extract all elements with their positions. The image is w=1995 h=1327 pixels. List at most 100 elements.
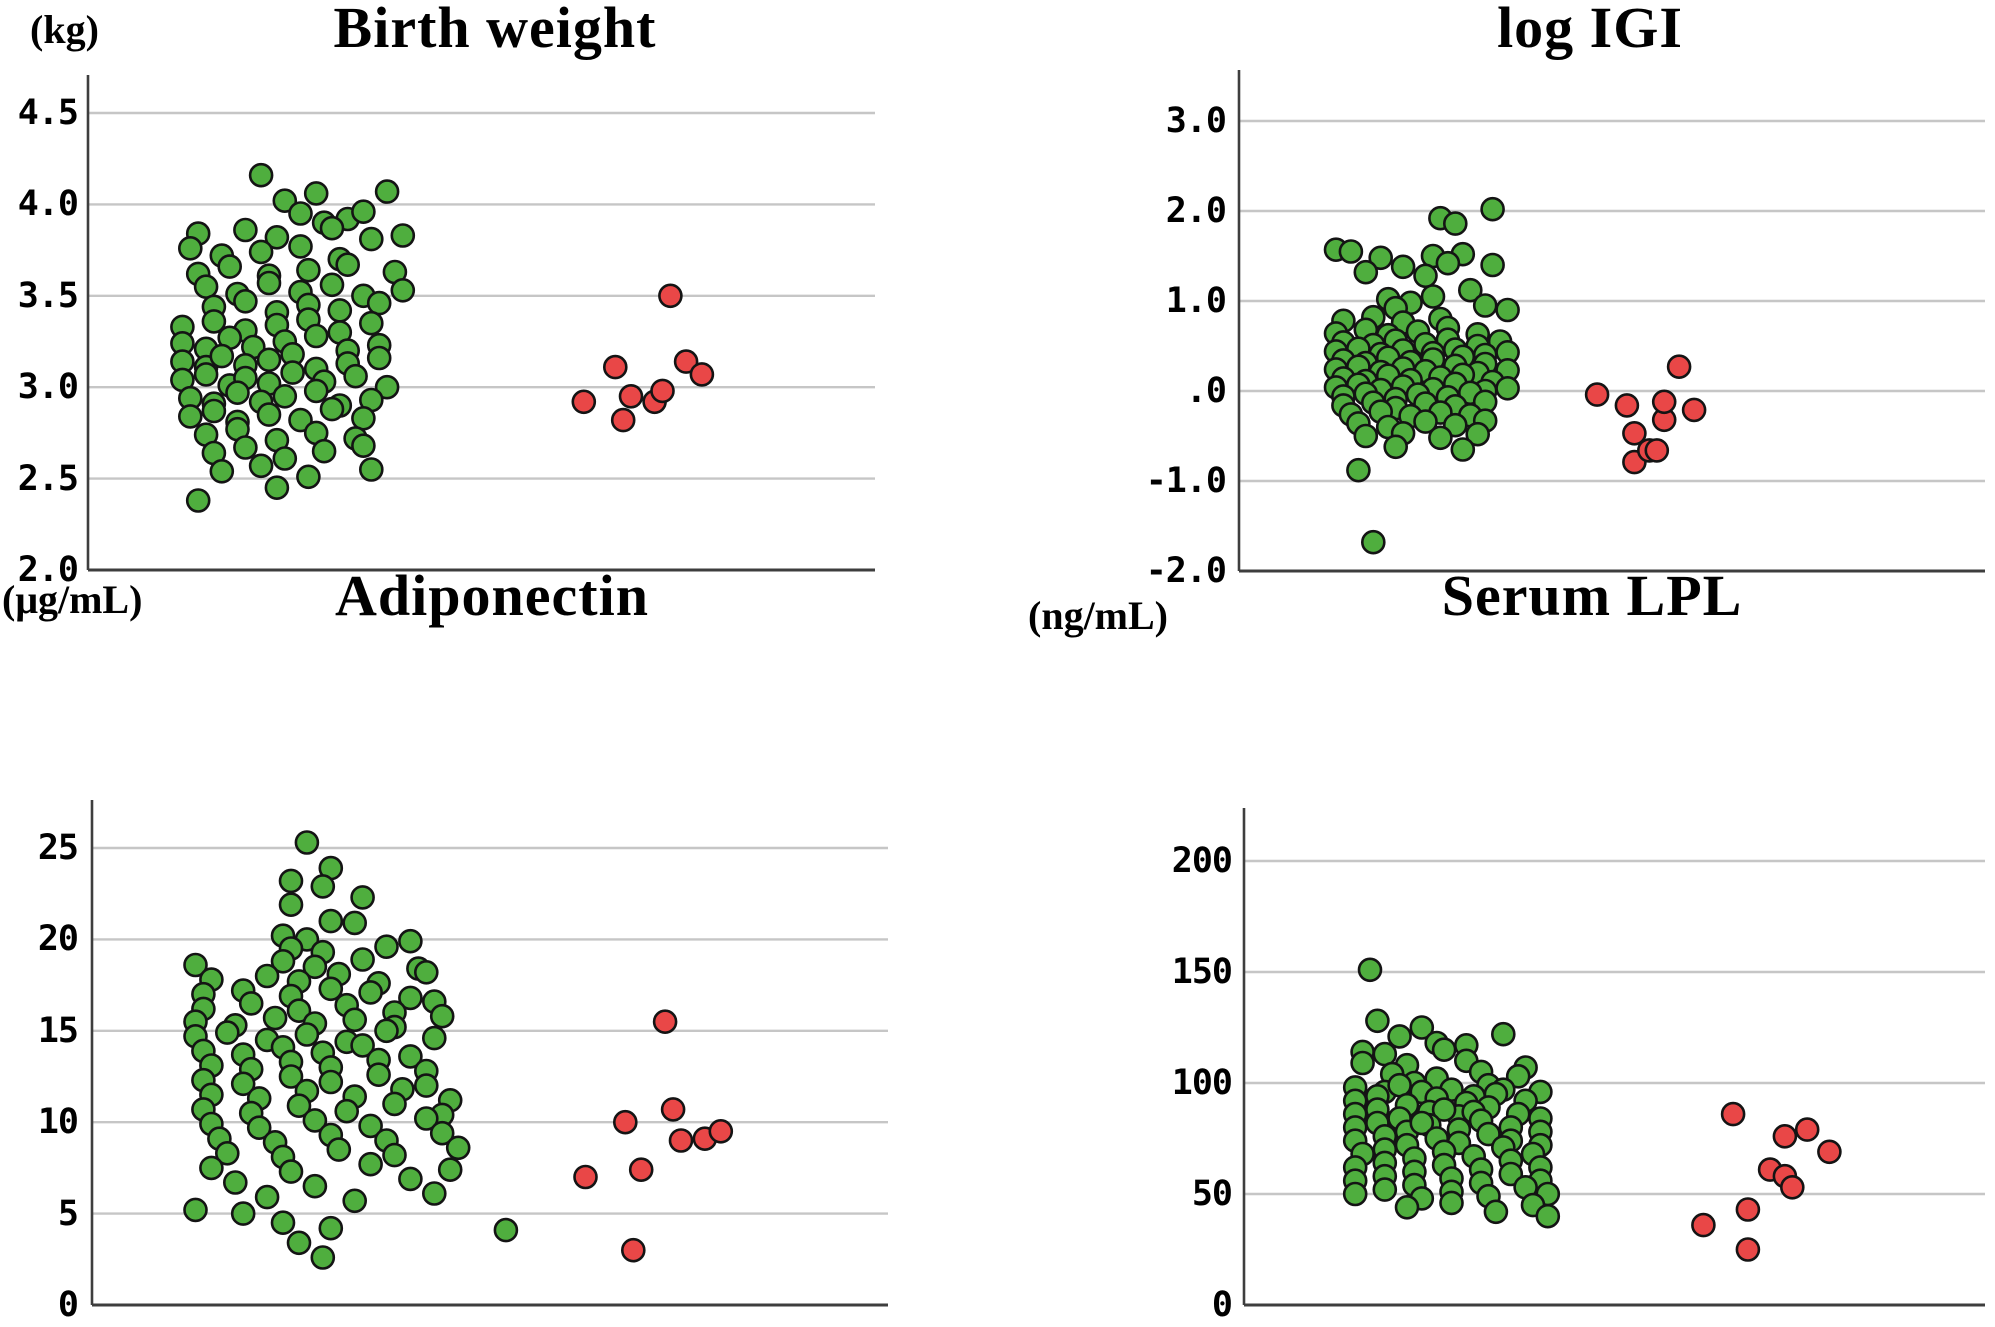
y-axis-tick-label: -2.0: [1145, 551, 1227, 591]
green-data-point: [342, 1007, 368, 1033]
green-data-point: [318, 976, 344, 1002]
green-data-point: [1346, 457, 1371, 483]
green-data-point: [358, 457, 384, 482]
y-axis-tick-label: 4.0: [17, 184, 79, 225]
y-axis-tick-label: 2.0: [1165, 191, 1227, 231]
green-data-point: [326, 1137, 352, 1162]
red-data-point: [1817, 1139, 1842, 1165]
green-data-point: [374, 1018, 399, 1044]
red-data-point: [1622, 420, 1647, 446]
green-data-point: [296, 257, 321, 283]
green-data-point: [1394, 1195, 1420, 1220]
green-data-point: [429, 1003, 455, 1029]
green-data-point: [286, 1093, 312, 1118]
red-data-point: [1772, 1124, 1798, 1149]
green-data-point: [1483, 1199, 1509, 1225]
green-data-point: [256, 402, 282, 427]
green-data-point: [248, 162, 274, 188]
green-data-point: [1368, 245, 1393, 271]
green-data-point: [296, 464, 321, 490]
red-data-point: [1614, 393, 1640, 418]
green-data-point: [1439, 1190, 1464, 1216]
green-data-point: [262, 1005, 288, 1031]
green-data-point: [335, 252, 361, 278]
green-data-point: [278, 892, 304, 918]
green-data-point: [215, 1020, 240, 1045]
green-data-point: [327, 298, 353, 323]
green-data-point: [230, 1071, 256, 1097]
green-data-point: [334, 1098, 360, 1124]
green-data-point: [310, 874, 336, 899]
y-axis-tick-label: 10: [37, 1102, 79, 1143]
green-data-point: [318, 908, 344, 934]
green-data-point: [278, 868, 304, 894]
green-data-point: [1480, 252, 1505, 278]
green-data-point: [230, 1201, 256, 1226]
green-data-point: [201, 398, 227, 424]
red-data-point: [1735, 1237, 1761, 1262]
y-axis-tick-label: 3.0: [17, 367, 79, 408]
green-data-point: [233, 288, 258, 314]
unit-label-birth-weight: (kg): [30, 7, 99, 52]
red-data-point: [1691, 1212, 1716, 1238]
green-data-point: [318, 1215, 344, 1241]
green-data-point: [302, 1108, 328, 1133]
green-data-point: [1472, 293, 1498, 318]
red-data-point: [1720, 1101, 1746, 1127]
red-data-point: [689, 362, 715, 387]
green-data-point: [1428, 425, 1453, 451]
green-data-point: [294, 830, 320, 855]
green-data-point: [358, 980, 383, 1005]
green-data-point: [493, 1217, 519, 1243]
y-axis-tick-label: 3.5: [17, 275, 79, 316]
green-data-point: [319, 215, 345, 241]
green-data-point: [366, 290, 392, 316]
green-data-point: [445, 1135, 471, 1161]
green-data-point: [1357, 957, 1383, 983]
red-data-point: [1681, 397, 1707, 423]
green-data-point: [183, 952, 208, 978]
red-data-point: [610, 407, 636, 433]
green-data-point: [421, 1025, 447, 1051]
green-data-point: [1458, 277, 1483, 303]
green-data-point: [374, 374, 400, 400]
green-data-point: [358, 1151, 383, 1177]
green-data-point: [398, 1166, 423, 1192]
y-axis-tick-label: 2.5: [17, 458, 79, 499]
green-data-point: [246, 1115, 272, 1140]
green-data-point: [272, 383, 298, 409]
green-data-point: [1443, 211, 1468, 236]
red-data-point: [628, 1157, 654, 1182]
red-data-point: [1584, 382, 1610, 407]
y-axis-tick-label: 15: [37, 1010, 79, 1051]
green-data-point: [302, 954, 328, 980]
red-data-point: [1780, 1175, 1805, 1200]
green-data-point: [223, 1170, 248, 1195]
green-data-point: [413, 1106, 439, 1131]
green-data-point: [286, 1230, 312, 1256]
red-data-point: [1644, 438, 1670, 463]
green-data-point: [1338, 239, 1364, 264]
green-data-point: [311, 438, 337, 464]
green-data-point: [288, 201, 313, 226]
red-data-point: [1666, 354, 1692, 380]
green-data-point: [264, 225, 290, 250]
green-data-point: [390, 277, 416, 303]
unit-label-serum-lpl: (ng/mL): [1028, 593, 1168, 638]
green-data-point: [398, 985, 423, 1011]
green-data-point: [303, 323, 329, 349]
green-data-point: [342, 1188, 368, 1214]
green-data-point: [256, 347, 282, 373]
green-data-point: [270, 948, 296, 974]
green-data-point: [358, 1113, 383, 1139]
green-data-point: [1342, 1181, 1368, 1207]
green-data-point: [1383, 434, 1408, 460]
y-axis-tick-label: 200: [1171, 841, 1233, 881]
panel-title-adiponectin: Adiponectin: [335, 563, 649, 628]
green-data-point: [209, 343, 235, 369]
panel-title-birth-weight: Birth weight: [333, 0, 657, 60]
y-axis-tick-label: 4.5: [17, 93, 79, 133]
y-axis-tick-label: 50: [1191, 1174, 1233, 1214]
green-data-point: [351, 433, 376, 459]
